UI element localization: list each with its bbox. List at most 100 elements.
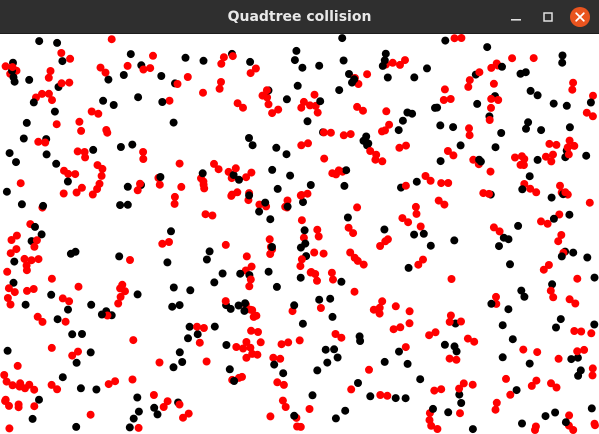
free-particle — [431, 103, 439, 112]
free-particle — [561, 418, 570, 427]
colliding-particle — [378, 127, 386, 136]
colliding-particle — [8, 381, 17, 390]
simulation-canvas[interactable] — [0, 34, 599, 434]
free-particle — [524, 118, 533, 127]
free-particle — [562, 101, 571, 110]
colliding-particle — [455, 384, 464, 393]
colliding-particle — [416, 222, 425, 231]
colliding-particle — [6, 300, 15, 309]
colliding-particle — [456, 409, 464, 418]
title-bar[interactable]: Quadtree collision — [0, 0, 599, 34]
colliding-particle — [459, 379, 468, 388]
free-particle — [504, 305, 513, 314]
free-particle — [429, 404, 437, 413]
colliding-particle — [16, 179, 25, 188]
free-particle — [491, 143, 500, 152]
colliding-particle — [47, 274, 56, 283]
colliding-particle — [30, 385, 39, 394]
colliding-particle — [242, 252, 251, 261]
colliding-particle — [304, 139, 312, 148]
colliding-particle — [265, 235, 274, 244]
colliding-particle — [487, 103, 495, 112]
colliding-particle — [77, 183, 86, 192]
free-particle — [89, 145, 98, 154]
free-particle — [199, 56, 208, 65]
free-particle — [410, 73, 419, 82]
maximize-button[interactable] — [537, 6, 559, 28]
free-particle — [230, 377, 239, 385]
colliding-particle — [588, 371, 597, 380]
colliding-particle — [22, 266, 31, 275]
colliding-particle — [242, 338, 251, 346]
colliding-particle — [247, 326, 256, 335]
free-particle — [547, 193, 556, 202]
free-particle — [290, 411, 299, 420]
free-particle — [299, 198, 307, 207]
free-particle — [123, 200, 132, 209]
close-icon — [570, 7, 590, 27]
free-particle — [404, 263, 413, 272]
colliding-particle — [48, 96, 56, 105]
maximize-icon — [543, 12, 553, 22]
free-particle — [153, 410, 162, 419]
free-particle — [526, 86, 535, 95]
colliding-particle — [103, 128, 112, 137]
free-particle — [35, 395, 43, 404]
free-particle — [134, 407, 143, 416]
colliding-particle — [57, 79, 66, 88]
colliding-particle — [434, 196, 443, 205]
close-button[interactable] — [569, 6, 591, 28]
colliding-particle — [297, 216, 306, 225]
colliding-particle — [396, 60, 404, 69]
colliding-particle — [320, 154, 329, 163]
colliding-particle — [27, 256, 36, 265]
colliding-particle — [245, 282, 254, 291]
colliding-particle — [262, 86, 271, 95]
colliding-particle — [563, 143, 572, 152]
colliding-particle — [111, 377, 120, 386]
free-particle — [533, 155, 542, 164]
colliding-particle — [475, 68, 484, 77]
free-particle — [449, 123, 458, 132]
free-particle — [590, 273, 599, 282]
free-particle — [576, 366, 585, 375]
colliding-particle — [57, 49, 66, 57]
free-particle — [290, 56, 299, 65]
free-particle — [416, 375, 425, 384]
free-particle — [300, 226, 309, 235]
free-particle — [330, 345, 339, 354]
colliding-particle — [313, 108, 322, 117]
free-particle — [53, 315, 62, 324]
colliding-particle — [569, 426, 578, 434]
free-particle — [362, 132, 371, 141]
colliding-particle — [73, 147, 82, 156]
free-particle — [2, 187, 11, 196]
colliding-particle — [492, 398, 501, 407]
free-particle — [283, 202, 292, 211]
free-particle — [218, 269, 227, 278]
free-particle — [86, 348, 95, 357]
free-particle — [380, 357, 389, 366]
colliding-particle — [564, 150, 573, 159]
colliding-particle — [10, 288, 19, 297]
free-particle — [512, 386, 521, 395]
colliding-particle — [72, 188, 81, 197]
minimize-button[interactable] — [505, 6, 527, 28]
free-particle — [476, 157, 485, 166]
colliding-particle — [170, 192, 179, 201]
free-particle — [567, 355, 576, 364]
free-particle — [125, 423, 134, 432]
free-particle — [245, 191, 254, 200]
free-particle — [158, 98, 167, 106]
colliding-particle — [116, 284, 125, 293]
colliding-particle — [585, 198, 594, 207]
colliding-particle — [339, 131, 348, 140]
free-particle — [133, 290, 142, 299]
colliding-particle — [155, 180, 164, 189]
colliding-particle — [350, 253, 359, 262]
colliding-particle — [158, 239, 167, 248]
free-particle — [468, 425, 477, 434]
colliding-particle — [266, 412, 275, 421]
colliding-particle — [319, 128, 328, 137]
colliding-particle — [577, 327, 586, 336]
